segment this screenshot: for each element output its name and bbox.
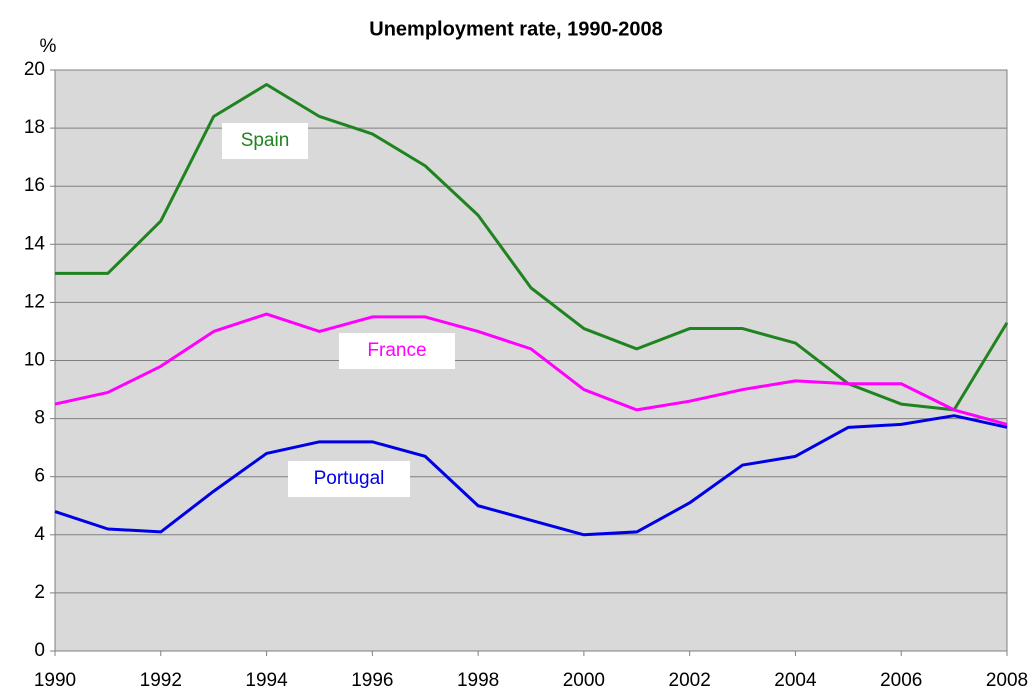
series-line — [54, 312, 1008, 426]
x-tick-label: 1994 — [245, 670, 288, 691]
x-tick-label: 1990 — [34, 670, 76, 691]
x-tick-label: 1992 — [140, 670, 182, 691]
y-tick-label: 6 — [34, 466, 45, 487]
y-axis-label: % — [40, 36, 57, 57]
series-label-box — [222, 123, 308, 159]
x-tick-label: 2000 — [563, 670, 605, 691]
y-tick-label: 2 — [34, 582, 45, 603]
y-tick-label: 4 — [34, 524, 45, 545]
chart-title: Unemployment rate, 1990-2008 — [369, 18, 662, 40]
y-tick-label: 14 — [24, 233, 46, 254]
series-label: Portugal — [314, 468, 385, 489]
x-tick-label: 1996 — [351, 670, 393, 691]
y-tick-label: 16 — [24, 175, 45, 196]
y-tick-label: 20 — [24, 59, 45, 80]
series-label-box — [288, 461, 410, 497]
y-tick-label: 10 — [24, 350, 45, 371]
x-tick-label: 2008 — [986, 670, 1028, 691]
x-tick-label: 2006 — [880, 670, 922, 691]
series-label: Spain — [241, 130, 290, 151]
x-tick-label: 2002 — [669, 670, 711, 691]
y-tick-label: 12 — [24, 291, 45, 312]
y-tick-label: 18 — [24, 117, 45, 138]
y-tick-label: 0 — [34, 640, 45, 661]
series-label: France — [367, 340, 426, 361]
x-tick-label: 2004 — [774, 670, 817, 691]
x-tick-label: 1998 — [457, 670, 499, 691]
y-tick-label: 8 — [34, 408, 45, 429]
series-label-box — [339, 333, 455, 369]
series-line — [54, 414, 1008, 537]
